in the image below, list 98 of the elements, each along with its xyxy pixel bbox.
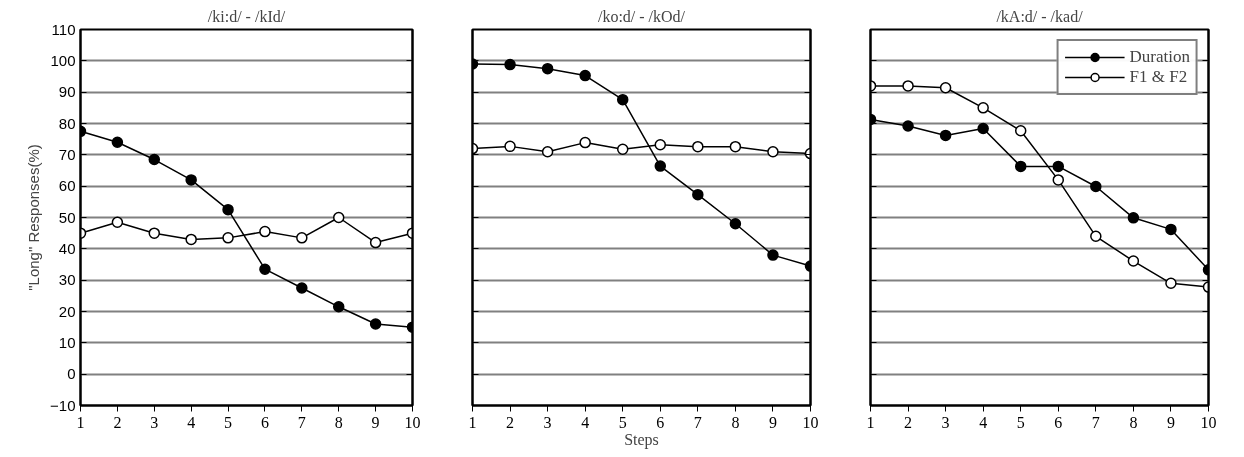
x-tick-label: 3 (543, 413, 552, 431)
x-tick-label: 8 (334, 413, 343, 431)
point (259, 263, 271, 275)
point (332, 301, 345, 313)
chart-title: /kA:d/ - /kad/ (996, 7, 1084, 25)
x-tick-label: 7 (693, 413, 702, 431)
x-tick-label: 10 (1200, 413, 1217, 431)
x-tick-label: 3 (150, 413, 159, 431)
y-tick-label: 110 (51, 20, 76, 38)
point (654, 160, 667, 172)
x-tick-label: 6 (1054, 413, 1063, 431)
chart-title: /ko:d/ - /kOd/ (597, 7, 686, 25)
point (692, 140, 704, 153)
point (504, 58, 516, 71)
point (1052, 174, 1065, 186)
x-tick-label: 8 (1129, 413, 1138, 431)
point (504, 140, 516, 153)
y-tick-label: 10 (58, 333, 76, 351)
y-tick-label: 80 (58, 114, 76, 132)
y-tick-label: 40 (58, 239, 76, 257)
y-tick-label: 50 (58, 208, 76, 226)
point (185, 174, 197, 186)
y-tick-label: −10 (50, 396, 76, 414)
point (1052, 160, 1065, 173)
point (579, 136, 591, 149)
x-tick-label: 2 (113, 413, 122, 431)
x-tick-label: 6 (656, 413, 665, 431)
x-tick-label: 3 (941, 413, 950, 431)
point (977, 102, 989, 114)
point (977, 122, 989, 135)
point (579, 69, 591, 82)
x-tick-label: 2 (904, 413, 913, 431)
point (616, 93, 629, 106)
y-tick-label: 60 (58, 177, 76, 195)
x-tick-label: 4 (979, 413, 988, 431)
x-tick-label: 7 (1091, 413, 1100, 431)
x-tick-label: 4 (187, 413, 196, 431)
point (369, 236, 382, 249)
legend-label: Duration (1129, 47, 1190, 67)
point (1127, 212, 1140, 224)
point (1127, 255, 1140, 267)
x-tick-label: 2 (506, 413, 515, 431)
point (1014, 124, 1027, 137)
point (692, 188, 704, 201)
point (616, 143, 629, 155)
x-tick-label: 10 (802, 413, 819, 431)
x-tick-label: 7 (297, 413, 306, 431)
point (148, 153, 161, 166)
x-tick-label: 4 (581, 413, 590, 431)
x-axis-title: Steps (624, 430, 659, 449)
point (369, 318, 382, 330)
x-tick-label: 5 (224, 413, 233, 431)
point (1014, 160, 1027, 173)
point (259, 225, 271, 238)
x-tick-label: 9 (1166, 413, 1175, 431)
y-tick-label: 0 (67, 365, 76, 383)
point (902, 120, 914, 132)
point (296, 232, 308, 244)
point (767, 249, 779, 261)
point (767, 145, 779, 158)
point (1165, 277, 1177, 290)
point (541, 62, 554, 75)
x-tick-label: 8 (731, 413, 740, 431)
point (1090, 230, 1102, 243)
y-tick-label: 100 (50, 51, 76, 69)
x-tick-label: 10 (404, 413, 421, 431)
y-tick-label: 70 (58, 145, 76, 163)
point (654, 139, 667, 151)
point (541, 145, 554, 158)
x-tick-label: 1 (468, 413, 477, 431)
x-tick-label: 9 (371, 413, 380, 431)
y-tick-label: 20 (58, 302, 76, 320)
y-axis-title: "Long" Responses(%) (25, 144, 43, 291)
point (939, 82, 952, 94)
y-tick-label: 30 (58, 271, 76, 289)
point (902, 80, 914, 92)
legend-label: F1 & F2 (1129, 67, 1188, 87)
x-tick-label: 5 (618, 413, 627, 431)
y-tick-label: 90 (58, 83, 76, 101)
point (729, 218, 742, 230)
point (111, 216, 124, 228)
x-tick-label: 1 (76, 413, 85, 431)
point (296, 282, 308, 294)
x-tick-label: 9 (768, 413, 777, 431)
point (729, 140, 742, 153)
point (332, 211, 345, 224)
point (222, 232, 234, 244)
point (148, 227, 161, 239)
point (111, 136, 124, 149)
chart-title: /ki:d/ - /kId/ (207, 7, 286, 25)
x-tick-label: 6 (260, 413, 269, 431)
point (222, 203, 234, 216)
point (1165, 223, 1177, 236)
point (1090, 180, 1102, 193)
point (939, 129, 952, 142)
x-tick-label: 1 (866, 413, 875, 431)
point (185, 233, 197, 246)
x-tick-label: 5 (1016, 413, 1025, 431)
